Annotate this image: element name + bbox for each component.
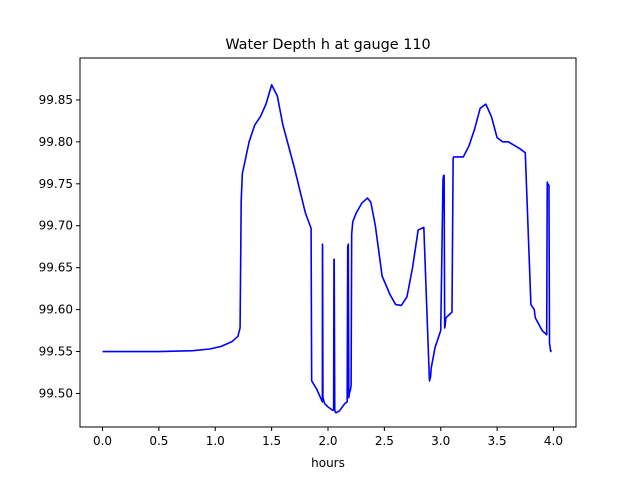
x-tick-label: 0.0 (93, 434, 112, 448)
plot-area (102, 84, 552, 414)
plot-frame (79, 57, 577, 428)
y-tick-label: 99.85 (39, 93, 73, 107)
x-tick-label: 3.0 (431, 434, 450, 448)
x-tick-label: 1.5 (262, 434, 281, 448)
x-tick-label: 1.0 (206, 434, 225, 448)
series-line-0 (102, 84, 552, 414)
y-tick-label: 99.50 (39, 386, 73, 400)
y-tick-label: 99.75 (39, 177, 73, 191)
y-tick-label: 99.60 (39, 303, 73, 317)
y-tick-label: 99.80 (39, 135, 73, 149)
x-tick-label: 4.0 (544, 434, 563, 448)
x-tick-label: 3.5 (488, 434, 507, 448)
x-tick-label: 2.5 (375, 434, 394, 448)
chart-title: Water Depth h at gauge 110 (225, 37, 430, 53)
x-tick-label: 2.0 (318, 434, 337, 448)
y-axis: 99.50 99.55 99.60 99.65 99.70 99.75 99.80 99.85 (39, 93, 80, 400)
y-tick-label: 99.65 (39, 261, 73, 275)
x-axis-label: hours (311, 456, 345, 470)
x-axis: 0.0 0.5 1.0 1.5 2.0 2.5 3.0 3.5 4.0 (93, 427, 563, 448)
y-tick-label: 99.70 (39, 219, 73, 233)
x-tick-label: 0.5 (149, 434, 168, 448)
y-tick-label: 99.55 (39, 345, 73, 359)
